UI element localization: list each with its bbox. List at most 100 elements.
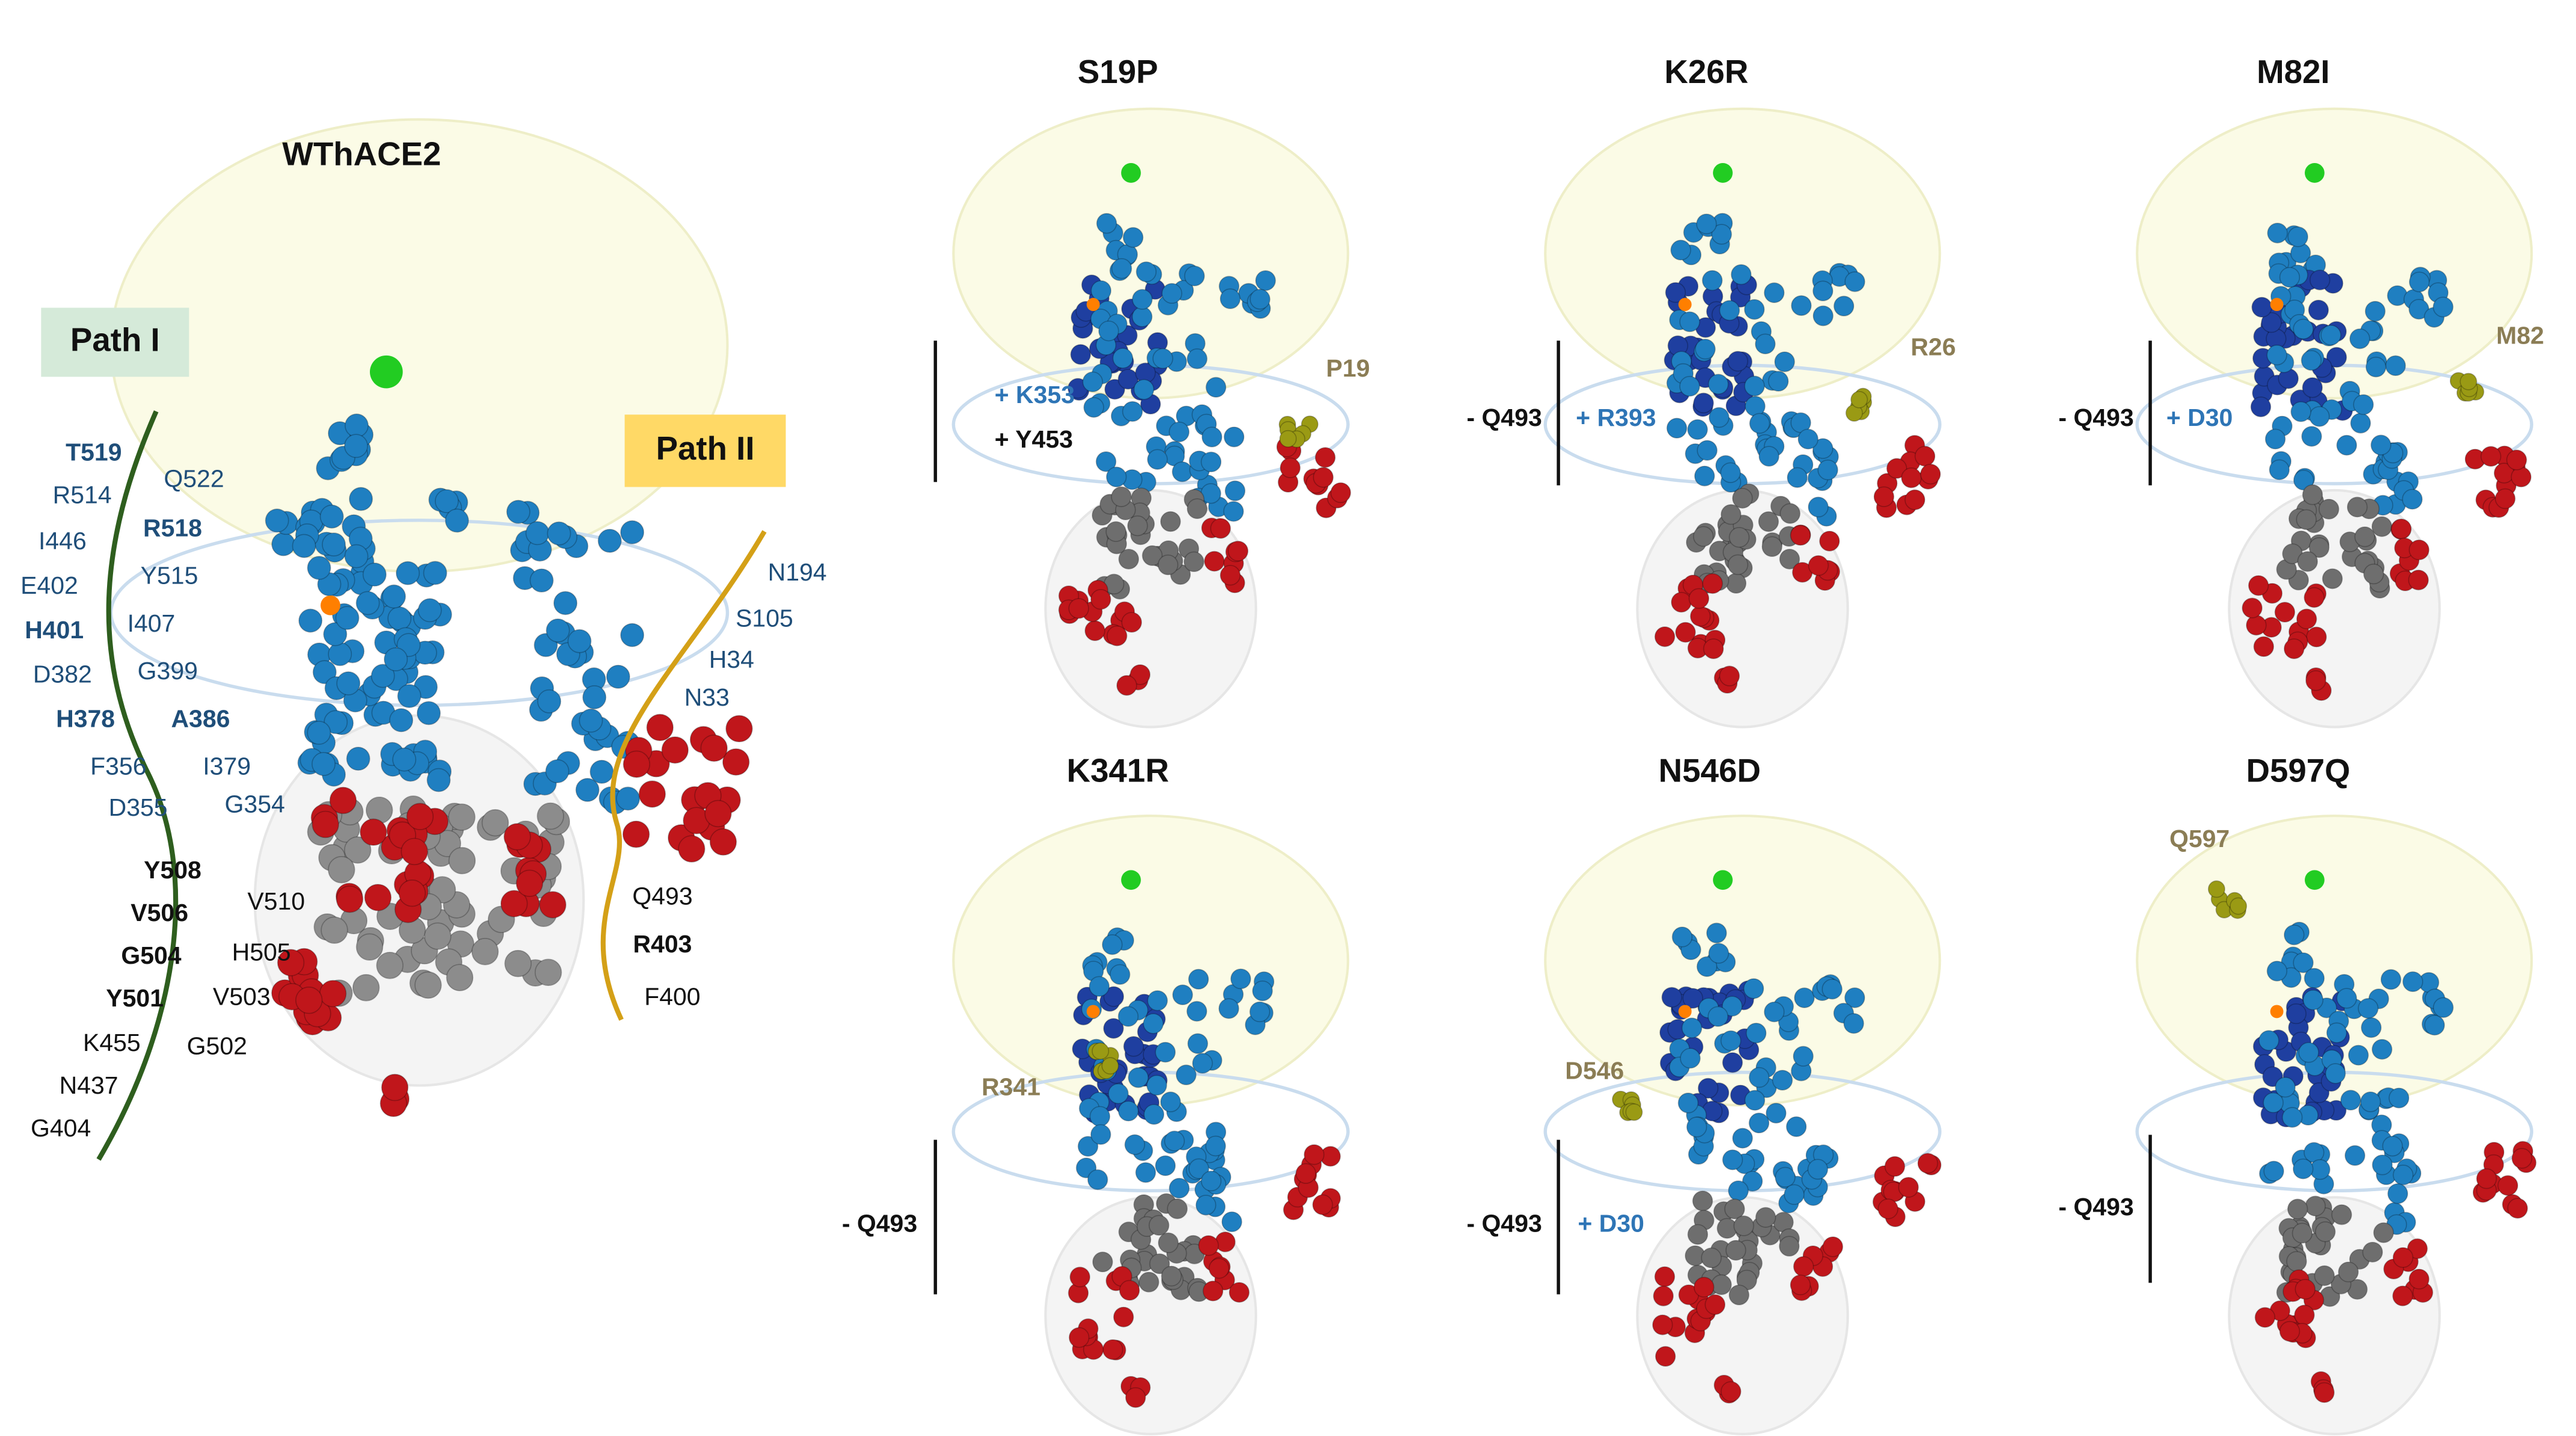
atom-sphere [397,684,422,708]
atom-sphere [2372,516,2393,537]
atom-sphere [2340,1089,2361,1111]
atom-sphere [2266,960,2288,982]
residue-label: G399 [138,657,198,685]
atom-sphere [1874,486,1895,507]
annotation: - Q493 [2058,404,2133,431]
residue-label: Y515 [141,562,198,590]
atom-sphere [1794,987,1815,1008]
atom-sphere [1187,498,1208,519]
atom-sphere [2476,1168,2497,1189]
atom-sphere [1157,554,1179,576]
atom-sphere [1069,1266,1090,1287]
atom-sphere [1706,922,1727,944]
atom-sphere [401,837,428,866]
mutation-label: D546 [1565,1056,1624,1084]
atom-sphere [2348,1044,2369,1066]
atom-sphere [2354,526,2375,547]
atom-sphere [2495,488,2516,510]
atom-sphere [271,532,296,556]
atom-sphere [589,759,614,784]
marker-atom [1086,1005,1100,1018]
atom-sphere [1708,407,1730,428]
atom-sphere [1070,344,1091,365]
atom-sphere [2362,1242,2384,1263]
atom-sphere [1705,1294,1726,1315]
atom-sphere [1778,1236,1800,1257]
atom-sphere [1722,1052,1743,1073]
atom-sphere [1143,1013,1164,1034]
residue-label: R403 [633,930,692,958]
atom-sphere [416,701,441,726]
atom-sphere [2263,1160,2284,1182]
atom-sphere [2372,1154,2393,1176]
atom-sphere [1131,306,1153,327]
residue-label: R518 [143,514,202,541]
atom-sphere [2506,449,2527,470]
atom-sphere [2385,355,2406,377]
atom-sphere [1252,980,1273,1002]
atom-sphere [2370,434,2391,455]
atom-sphere [2305,670,2326,691]
atom-sphere [2409,271,2430,292]
panel-title: S19P [1078,54,1158,90]
atom-sphere [1112,348,1134,369]
atom-sphere [2338,1262,2359,1283]
atom-sphere [2507,1198,2528,1219]
atom-sphere [1116,675,1137,696]
atom-sphere [1807,1159,1828,1180]
atom-sphere [2347,496,2368,518]
atom-sphere [349,487,373,511]
atom-sphere [2284,638,2305,659]
atom-sphere [1793,1256,1814,1277]
atom-sphere [2308,537,2330,558]
residue-label: Q493 [632,883,692,910]
atom-sphere [1780,503,1801,524]
atom-sphere [1812,305,1834,327]
atom-sphere [1744,375,1765,396]
atom-sphere [1136,261,1157,283]
atom-sphere [2298,1042,2319,1063]
atom-sphere [1092,1251,1113,1272]
atom-sphere [1330,482,1351,504]
atom-sphere [1220,564,1241,586]
atom-sphere [360,818,387,846]
atom-sphere [1208,1258,1229,1279]
atom-sphere [295,986,323,1014]
path-2-label: Path II [656,430,755,467]
residue-label: V506 [131,899,188,926]
atom-sphere [2261,312,2282,333]
atom-sphere [1195,1194,1217,1216]
atom-sphere [1689,606,1711,627]
atom-sphere [1732,488,1753,509]
marker-atom [2270,1005,2284,1018]
atom-sphere [1147,449,1168,470]
atom-sphere [622,821,650,848]
atom-sphere [448,846,476,875]
atom-sphere [298,608,323,633]
atom-sphere [1223,501,1244,522]
atom-sphere [1089,976,1110,997]
residue-label: V510 [247,887,305,915]
atom-sphere [1722,1149,1743,1171]
atom-sphere [1786,1116,1807,1138]
atom-sphere [398,879,426,907]
atom-sphere [1123,1036,1145,1057]
atom-sphere [1198,1235,1219,1256]
residue-label: F356 [90,753,146,780]
atom-sphere [312,810,339,839]
atom-sphere [1205,1135,1226,1157]
residue-label: G404 [31,1114,91,1142]
atom-sphere [2304,967,2325,989]
residue-label: H378 [56,704,115,732]
atom-sphere [362,562,387,587]
atom-sphere [1670,239,1691,260]
atom-sphere [1200,1170,1222,1192]
atom-sphere [406,803,434,830]
atom-sphere [1117,1006,1139,1027]
atom-sphere [1692,526,1714,547]
atom-sphere [481,809,509,837]
atom-sphere [277,949,305,976]
atom-sphere [1762,536,1783,557]
atom-sphere [1169,421,1190,443]
atom-sphere [2309,406,2330,427]
